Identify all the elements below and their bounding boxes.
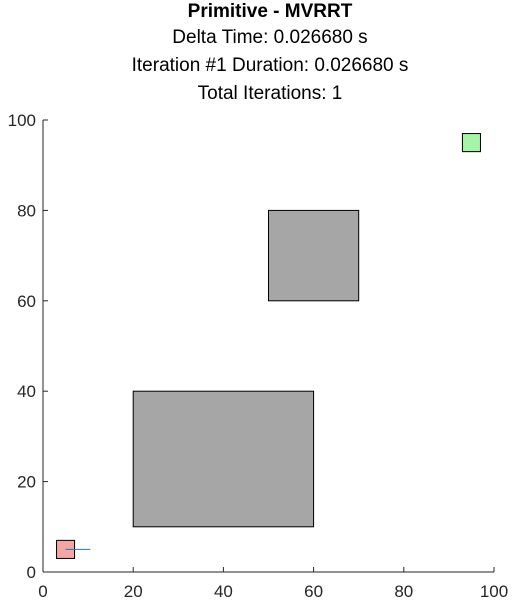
obstacle-layer (132, 209, 360, 528)
subtitle-total-iterations: Total Iterations: 1 (197, 83, 343, 104)
x-tick-label: 0 (38, 582, 47, 601)
chart-title: Primitive - MVRRT (187, 1, 353, 22)
y-tick-label: 0 (27, 563, 36, 582)
title-block: Primitive - MVRRT Delta Time: 0.026680 s… (0, 0, 514, 108)
goal-marker (461, 133, 481, 153)
x-tick-label: 40 (214, 582, 233, 601)
marker-layer (56, 133, 481, 559)
subtitle-delta-time: Delta Time: 0.026680 s (172, 27, 368, 48)
x-tick-label: 80 (394, 582, 413, 601)
obstacle-1 (132, 390, 315, 528)
y-tick-label: 100 (8, 111, 36, 130)
x-tick-label: 100 (480, 582, 508, 601)
obstacle-2 (268, 209, 360, 302)
x-tick-label: 20 (124, 582, 143, 601)
y-tick-label: 20 (17, 473, 36, 492)
y-tick-label: 40 (17, 382, 36, 401)
y-tick-label: 60 (17, 292, 36, 311)
axis-layer: 0 20 40 60 80 100 0 20 40 60 80 100 (8, 111, 509, 601)
x-tick-label: 60 (304, 582, 323, 601)
y-tick-label: 80 (17, 201, 36, 220)
subtitle-iteration-duration: Iteration #1 Duration: 0.026680 s (131, 55, 409, 76)
